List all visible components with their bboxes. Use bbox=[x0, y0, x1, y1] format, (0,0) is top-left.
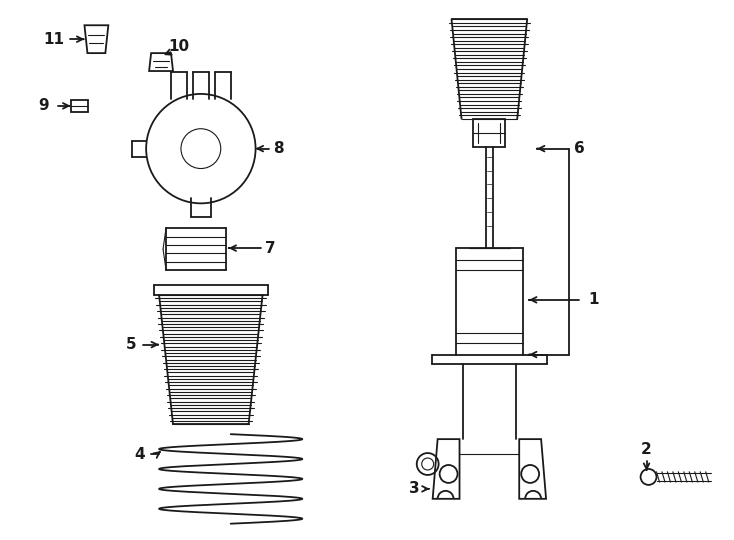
Text: 7: 7 bbox=[265, 241, 276, 255]
Text: 10: 10 bbox=[168, 39, 189, 53]
Text: 3: 3 bbox=[410, 481, 420, 496]
Text: 6: 6 bbox=[573, 141, 584, 156]
Text: 2: 2 bbox=[642, 442, 652, 457]
Bar bbox=[70, 100, 88, 112]
Bar bbox=[473, 119, 505, 147]
Text: 5: 5 bbox=[126, 337, 137, 352]
Text: 8: 8 bbox=[273, 141, 284, 156]
Text: 1: 1 bbox=[589, 292, 599, 307]
Text: 9: 9 bbox=[38, 98, 49, 113]
Text: 11: 11 bbox=[43, 32, 64, 46]
Text: 4: 4 bbox=[134, 447, 145, 462]
